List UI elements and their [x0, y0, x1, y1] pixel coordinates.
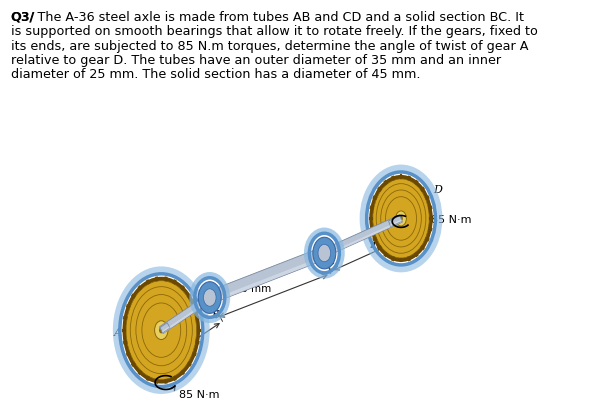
Text: Q3/ The A-36 steel axle is made from tubes AB and CD and a solid section BC. It: Q3/ The A-36 steel axle is made from tub… [11, 11, 524, 24]
Polygon shape [160, 323, 170, 333]
Polygon shape [162, 326, 170, 333]
Polygon shape [123, 316, 127, 320]
Polygon shape [122, 329, 126, 332]
Polygon shape [323, 215, 403, 257]
Text: Q3/: Q3/ [11, 11, 35, 24]
Polygon shape [420, 187, 425, 192]
Polygon shape [126, 304, 131, 309]
Ellipse shape [122, 277, 200, 384]
Polygon shape [146, 279, 150, 285]
Polygon shape [377, 245, 382, 251]
Ellipse shape [155, 321, 168, 340]
Polygon shape [370, 206, 374, 210]
Polygon shape [192, 304, 197, 309]
Polygon shape [425, 237, 430, 242]
Text: A: A [113, 327, 122, 337]
Polygon shape [195, 316, 200, 320]
Text: 85 N·m: 85 N·m [431, 214, 472, 224]
Polygon shape [146, 376, 150, 381]
Polygon shape [420, 245, 425, 251]
Polygon shape [195, 340, 200, 344]
Polygon shape [383, 252, 388, 257]
Polygon shape [173, 376, 177, 381]
Polygon shape [400, 175, 403, 180]
Polygon shape [369, 217, 373, 221]
Text: 250 mm: 250 mm [229, 283, 272, 293]
Polygon shape [407, 176, 411, 181]
Ellipse shape [313, 238, 336, 269]
Polygon shape [370, 228, 374, 232]
Polygon shape [123, 340, 127, 344]
Ellipse shape [159, 327, 164, 334]
Polygon shape [425, 196, 430, 200]
Polygon shape [187, 362, 192, 367]
Polygon shape [377, 187, 382, 192]
Text: D: D [434, 184, 443, 194]
Ellipse shape [373, 180, 429, 258]
Polygon shape [131, 362, 136, 367]
Polygon shape [192, 352, 197, 356]
Polygon shape [414, 180, 419, 186]
Ellipse shape [126, 281, 197, 380]
Ellipse shape [369, 176, 433, 262]
Polygon shape [180, 286, 185, 291]
Text: relative to gear D. The tubes have an outer diameter of 35 mm and an inner: relative to gear D. The tubes have an ou… [11, 54, 501, 67]
Polygon shape [391, 257, 395, 262]
Ellipse shape [395, 211, 406, 227]
Polygon shape [208, 247, 326, 304]
Polygon shape [197, 329, 200, 332]
Polygon shape [131, 294, 136, 299]
Polygon shape [160, 294, 212, 334]
Text: B: B [212, 310, 220, 320]
Polygon shape [428, 228, 433, 232]
Polygon shape [407, 257, 411, 262]
Text: C: C [327, 256, 335, 266]
Text: 400 mm: 400 mm [370, 241, 413, 251]
Ellipse shape [199, 282, 221, 314]
Text: diameter of 25 mm. The solid section has a diameter of 45 mm.: diameter of 25 mm. The solid section has… [11, 68, 420, 81]
Polygon shape [428, 206, 433, 210]
Polygon shape [126, 352, 131, 356]
Polygon shape [414, 252, 419, 257]
Polygon shape [137, 286, 142, 291]
Text: 400 mm: 400 mm [154, 325, 196, 335]
Polygon shape [325, 221, 402, 257]
Polygon shape [173, 279, 177, 285]
Polygon shape [429, 217, 433, 221]
Polygon shape [390, 220, 402, 227]
Polygon shape [391, 176, 395, 181]
Ellipse shape [399, 217, 403, 221]
Ellipse shape [318, 245, 331, 262]
Polygon shape [373, 237, 377, 242]
Polygon shape [211, 256, 326, 304]
Polygon shape [373, 196, 377, 200]
Polygon shape [383, 180, 388, 186]
Polygon shape [162, 299, 211, 334]
Polygon shape [187, 294, 192, 299]
Polygon shape [164, 277, 167, 282]
Ellipse shape [203, 289, 216, 306]
Text: its ends, are subjected to 85 N.m torques, determine the angle of twist of gear : its ends, are subjected to 85 N.m torque… [11, 39, 528, 53]
Polygon shape [155, 277, 158, 282]
Polygon shape [155, 379, 158, 384]
Polygon shape [389, 216, 402, 227]
Polygon shape [137, 370, 142, 375]
Polygon shape [400, 258, 403, 263]
Polygon shape [180, 370, 185, 375]
Text: 85 N·m: 85 N·m [179, 389, 220, 399]
Text: is supported on smooth bearings that allow it to rotate freely. If the gears, fi: is supported on smooth bearings that all… [11, 25, 538, 38]
Polygon shape [164, 379, 167, 384]
